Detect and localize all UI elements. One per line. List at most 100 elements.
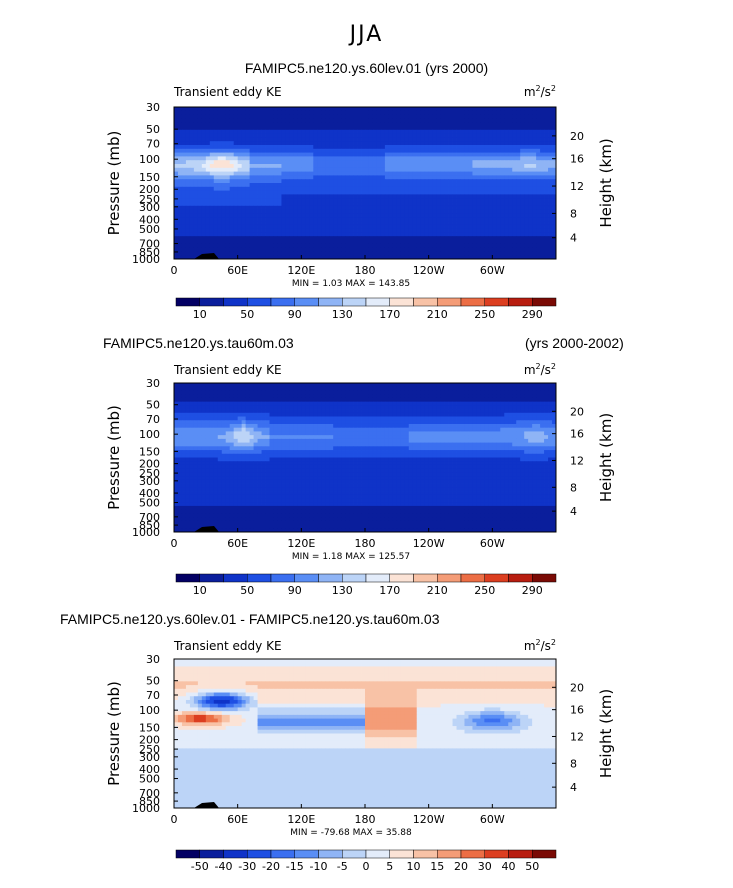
heatmap-cell (520, 213, 525, 218)
heatmap-cell (456, 126, 461, 131)
heatmap-cell (313, 236, 318, 241)
heatmap-cell (361, 186, 366, 191)
heatmap-cell (380, 255, 386, 260)
heatmap-cell (424, 194, 430, 199)
heatmap-cell (424, 156, 430, 161)
heatmap-cell (436, 386, 442, 391)
heatmap-cell (177, 164, 183, 169)
heatmap-cell (464, 232, 469, 237)
heatmap-cell (472, 397, 477, 403)
heatmap-cell (456, 213, 461, 218)
heatmap-cell (428, 232, 434, 237)
heatmap-cell (309, 409, 314, 414)
heatmap-cell (456, 171, 461, 176)
heatmap-cell (512, 175, 517, 180)
heatmap-cell (484, 401, 489, 406)
heatmap-cell (428, 186, 434, 191)
heatmap-cell (305, 224, 310, 229)
heatmap-cell (233, 390, 239, 395)
heatmap-cell (353, 394, 358, 399)
heatmap-cell (174, 198, 179, 203)
heatmap-cell (213, 420, 219, 425)
heatmap-cell (464, 133, 469, 138)
heatmap-cell (524, 243, 529, 248)
heatmap-cell (297, 412, 302, 417)
heatmap-cell (544, 205, 549, 210)
colorbar-swatch (199, 297, 224, 307)
heatmap-cell (484, 175, 489, 180)
heatmap-cell (209, 152, 215, 157)
heatmap-cell (420, 133, 426, 138)
heatmap-cell (376, 183, 382, 188)
heatmap-cell (269, 114, 274, 119)
heatmap-cell (209, 202, 215, 207)
heatmap-cell (472, 243, 477, 248)
heatmap-cell (464, 183, 469, 188)
heatmap-cell (209, 209, 215, 214)
heatmap-cell (368, 416, 374, 421)
heatmap-cell (309, 167, 314, 172)
heatmap-cell (341, 409, 346, 414)
heatmap-cell (436, 213, 442, 218)
heatmap-cell (181, 423, 187, 429)
heatmap-cell (504, 129, 509, 134)
heatmap-cell (468, 405, 473, 410)
heatmap-cell (528, 164, 533, 169)
heatmap-cell (309, 122, 314, 127)
heatmap-cell (472, 386, 477, 391)
heatmap-cell (245, 175, 251, 180)
heatmap-cell (313, 118, 318, 123)
heatmap-cell (317, 190, 322, 195)
heatmap-cell (265, 183, 270, 188)
heatmap-cell (345, 137, 350, 142)
heatmap-cell (185, 397, 191, 403)
heatmap-cell (197, 383, 203, 388)
heatmap-cell (301, 383, 306, 388)
heatmap-cell (189, 383, 195, 388)
heatmap-cell (305, 198, 310, 203)
heatmap-cell (353, 133, 358, 138)
heatmap-cell (233, 122, 239, 127)
heatmap-cell (540, 240, 545, 245)
heatmap-cell (329, 409, 334, 414)
heatmap-cell (233, 152, 239, 157)
heatmap-cell (368, 401, 374, 406)
heatmap-cell (536, 198, 541, 203)
heatmap-cell (349, 255, 354, 260)
heatmap-cell (484, 133, 489, 138)
heatmap-cell (217, 118, 223, 123)
heatmap-cell (321, 401, 326, 406)
heatmap-cell (432, 148, 438, 153)
heatmap-cell (277, 164, 282, 169)
heatmap-cell (201, 194, 207, 199)
heatmap-cell (372, 164, 378, 169)
heatmap-cell (408, 243, 414, 248)
heatmap-cell (305, 122, 310, 127)
heatmap-cell (464, 409, 469, 414)
heatmap-cell (281, 164, 286, 169)
heatmap-cell (392, 171, 398, 176)
heatmap-cell (432, 247, 438, 252)
heatmap-cell (217, 164, 223, 169)
heatmap-cell (277, 137, 282, 142)
heatmap-cell (372, 228, 378, 233)
heatmap-cell (261, 409, 266, 414)
heatmap-cell (277, 129, 282, 134)
heatmap-cell (440, 126, 445, 131)
heatmap-cell (229, 122, 235, 127)
heatmap-cell (544, 183, 549, 188)
heatmap-cell (480, 255, 485, 260)
heatmap-cell (436, 148, 442, 153)
heatmap-cell (269, 141, 274, 146)
heatmap-cell (552, 126, 557, 131)
heatmap-cell (468, 175, 473, 180)
heatmap-cell (337, 205, 342, 210)
heatmap-cell (333, 190, 338, 195)
heatmap-cell (321, 141, 326, 146)
heatmap-cell (380, 390, 386, 395)
heatmap-cell (488, 198, 493, 203)
heatmap-cell (376, 228, 382, 233)
heatmap-cell (512, 251, 517, 256)
heatmap-cell (273, 141, 278, 146)
heatmap-cell (213, 179, 219, 184)
